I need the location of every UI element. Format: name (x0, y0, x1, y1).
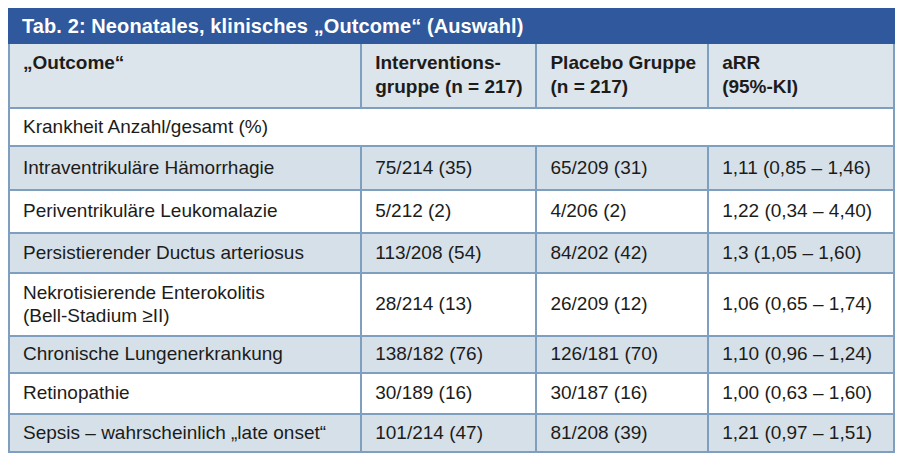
table-row-nec: Nekrotisierende Enterokolitis (Bell-Stad… (9, 273, 894, 336)
table-row-retinopathie: Retinopathie 30/189 (16) 30/187 (16) 1,0… (9, 373, 894, 414)
cell-outcome: Sepsis – wahrscheinlich „late onset“ (9, 414, 361, 452)
cell-outcome: Persistierender Ductus arteriosus (9, 233, 361, 273)
section-label: Krankheit Anzahl/gesamt (%) (9, 108, 894, 146)
col-header-outcome: „Outcome“ (9, 44, 361, 108)
table-row-cld: Chronische Lungenerkrankung 138/182 (76)… (9, 336, 894, 373)
cell-arr: 1,11 (0,85 – 1,46) (708, 146, 894, 190)
cell-arr: 1,21 (0,97 – 1,51) (708, 414, 894, 452)
table-title: Tab. 2: Neonatales, klinisches „Outcome“… (22, 15, 523, 37)
cell-intervention: 101/214 (47) (361, 414, 536, 452)
cell-outcome: Intraventrikuläre Hämorrhagie (9, 146, 361, 190)
col-header-intervention-group: Interventions- gruppe (n = 217) (361, 44, 536, 108)
cell-placebo: 81/208 (39) (536, 414, 708, 452)
cell-intervention: 28/214 (13) (361, 273, 536, 336)
section-row: Krankheit Anzahl/gesamt (%) (9, 108, 894, 146)
table-row-pvl: Periventrikuläre Leukomalazie 5/212 (2) … (9, 190, 894, 233)
cell-placebo: 65/209 (31) (536, 146, 708, 190)
cell-intervention: 138/182 (76) (361, 336, 536, 373)
table-row-ivh: Intraventrikuläre Hämorrhagie 75/214 (35… (9, 146, 894, 190)
cell-arr: 1,00 (0,63 – 1,60) (708, 373, 894, 414)
cell-placebo: 4/206 (2) (536, 190, 708, 233)
cell-outcome: Chronische Lungenerkrankung (9, 336, 361, 373)
header-row: „Outcome“ Interventions- gruppe (n = 217… (9, 44, 894, 108)
table-row-sepsis: Sepsis – wahrscheinlich „late onset“ 101… (9, 414, 894, 452)
cell-arr: 1,3 (1,05 – 1,60) (708, 233, 894, 273)
cell-intervention: 5/212 (2) (361, 190, 536, 233)
outcome-table: „Outcome“ Interventions- gruppe (n = 217… (8, 44, 895, 453)
table-figure: Tab. 2: Neonatales, klinisches „Outcome“… (0, 0, 900, 460)
cell-placebo: 30/187 (16) (536, 373, 708, 414)
cell-intervention: 30/189 (16) (361, 373, 536, 414)
table-row-pda: Persistierender Ductus arteriosus 113/20… (9, 233, 894, 273)
col-header-placebo-group: Placebo Gruppe (n = 217) (536, 44, 708, 108)
col-header-arr: aRR (95%-KI) (708, 44, 894, 108)
cell-outcome: Periventrikuläre Leukomalazie (9, 190, 361, 233)
cell-arr: 1,06 (0,65 – 1,74) (708, 273, 894, 336)
cell-placebo: 84/202 (42) (536, 233, 708, 273)
cell-outcome: Nekrotisierende Enterokolitis (Bell-Stad… (9, 273, 361, 336)
cell-intervention: 75/214 (35) (361, 146, 536, 190)
cell-arr: 1,22 (0,34 – 4,40) (708, 190, 894, 233)
cell-placebo: 126/181 (70) (536, 336, 708, 373)
cell-placebo: 26/209 (12) (536, 273, 708, 336)
cell-outcome: Retinopathie (9, 373, 361, 414)
cell-intervention: 113/208 (54) (361, 233, 536, 273)
cell-arr: 1,10 (0,96 – 1,24) (708, 336, 894, 373)
table-title-bar: Tab. 2: Neonatales, klinisches „Outcome“… (8, 8, 895, 44)
